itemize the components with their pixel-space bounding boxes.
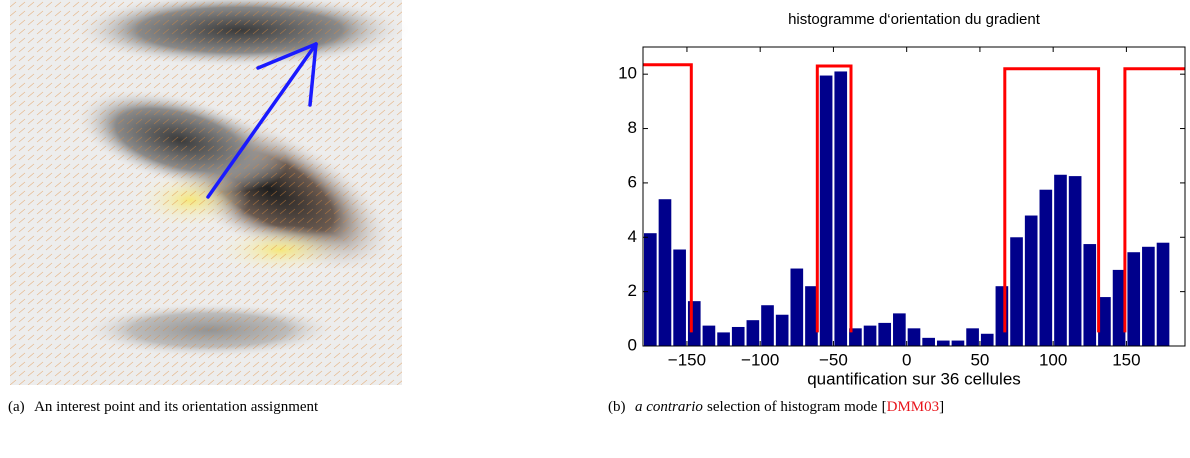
- bar: [849, 328, 862, 346]
- bar: [1142, 246, 1155, 346]
- caption-b: (b) a contrario selection of histogram mod…: [608, 396, 1188, 418]
- bar: [1024, 215, 1038, 346]
- x-tick-label: 150: [1112, 350, 1140, 369]
- caption-part: (a): [8, 399, 25, 415]
- bar: [878, 322, 892, 346]
- axes-frame: [642, 46, 1186, 347]
- y-tick-label: 10: [618, 64, 637, 83]
- bar: [702, 325, 716, 346]
- bar: [995, 286, 1009, 346]
- caption-part: [: [881, 399, 887, 415]
- caption-part: ]: [939, 399, 945, 415]
- x-tick-label: 100: [1039, 350, 1067, 369]
- bar: [1098, 297, 1111, 346]
- figure: histogramme d‘orientation du gradient qu…: [10, 0, 1186, 388]
- y-tick-label: 6: [628, 172, 637, 191]
- caption-part: (b): [608, 399, 626, 415]
- chart-title: histogramme d‘orientation du gradient: [788, 11, 1041, 28]
- bar: [936, 340, 950, 346]
- bar: [644, 233, 657, 346]
- bar: [1112, 269, 1126, 346]
- interest-point-image: [10, 0, 410, 385]
- bar: [1083, 244, 1097, 346]
- x-tick-label: −100: [741, 350, 779, 369]
- bar: [893, 313, 906, 346]
- caption-part: DMM03: [886, 399, 940, 415]
- y-tick-label: 2: [628, 281, 637, 300]
- bar: [1054, 174, 1067, 346]
- bar: [658, 199, 672, 346]
- y-tick-label: 0: [628, 335, 637, 354]
- bar: [834, 71, 848, 347]
- bar: [1010, 237, 1023, 346]
- bar: [1156, 242, 1170, 346]
- bar: [922, 337, 935, 346]
- bar: [790, 268, 804, 346]
- bar: [907, 328, 921, 346]
- histogram: [644, 71, 1170, 347]
- x-tick-label: 0: [902, 350, 911, 369]
- bar: [1068, 176, 1082, 346]
- orientation-arrow: [206, 42, 318, 199]
- bar: [980, 333, 994, 346]
- bar: [717, 332, 730, 346]
- y-tick-label: 8: [628, 118, 637, 137]
- bar: [966, 328, 979, 346]
- mode-line: [643, 63, 1185, 333]
- y-tick-label: 4: [628, 227, 637, 246]
- bar: [761, 305, 774, 346]
- bar: [805, 286, 818, 346]
- caption-part: An interest point and its orientation as…: [34, 399, 319, 415]
- caption-a: (a) An interest point and its orientation…: [8, 396, 428, 418]
- bar: [746, 320, 760, 346]
- bar: [819, 75, 833, 347]
- caption-part: selection of histogram mode: [707, 399, 878, 415]
- x-tick-label: −150: [668, 350, 706, 369]
- x-tick-label: 50: [970, 350, 989, 369]
- bar: [731, 326, 745, 346]
- x-axis-label: quantification sur 36 cellules: [807, 369, 1021, 388]
- bar: [1039, 189, 1053, 346]
- bar: [673, 249, 686, 346]
- bar: [951, 340, 965, 346]
- caption-part: a contrario: [634, 399, 703, 415]
- x-tick-label: −50: [819, 350, 848, 369]
- bar: [863, 325, 877, 346]
- bar: [775, 314, 789, 346]
- bar: [1127, 252, 1141, 346]
